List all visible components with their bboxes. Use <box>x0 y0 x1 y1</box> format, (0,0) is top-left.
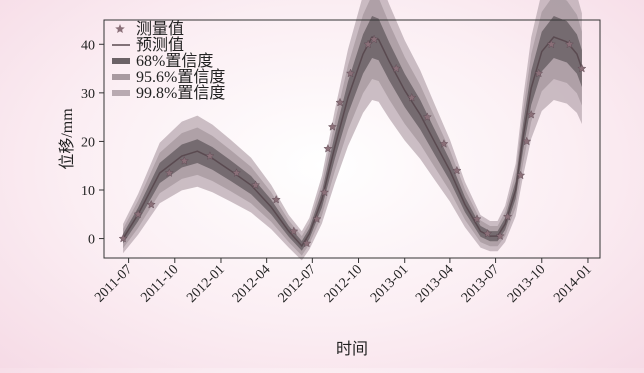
measured-markers <box>118 34 587 248</box>
measured-point <box>495 231 505 240</box>
legend-band-icon <box>112 74 130 80</box>
y-tick-label: 20 <box>81 135 95 150</box>
y-axis-title: 位移/mm <box>58 108 76 170</box>
y-tick-label: 30 <box>81 87 95 102</box>
measured-point <box>312 214 322 223</box>
x-tick-label: 2014-01 <box>551 262 595 306</box>
measured-point <box>335 97 345 107</box>
measured-point <box>327 122 337 131</box>
measured-point <box>164 168 174 177</box>
confidence-bands <box>123 0 582 261</box>
x-tick-label: 2011-10 <box>138 262 181 305</box>
legend-label: 99.8%置信度 <box>136 84 225 102</box>
measured-point <box>179 156 189 165</box>
plot-frame <box>103 19 601 259</box>
measured-point <box>205 151 215 160</box>
legend-label: 95.6%置信度 <box>136 68 225 86</box>
measured-point <box>564 39 574 49</box>
measured-point <box>346 68 355 78</box>
y-tick-label: 40 <box>81 38 95 53</box>
measured-point <box>319 187 329 197</box>
prediction-line <box>122 36 583 248</box>
x-tick-label: 2012-04 <box>230 262 274 306</box>
measured-point <box>323 143 333 153</box>
measured-point <box>118 233 128 243</box>
x-tick-label: 2013-10 <box>505 262 549 306</box>
measured-point <box>289 226 299 236</box>
measured-point <box>391 63 401 73</box>
legend-band-icon <box>112 90 130 96</box>
legend-band-icon <box>112 58 130 64</box>
x-tick-label: 2012-01 <box>184 262 228 306</box>
y-axis-ticks: 0 10 20 30 40 <box>81 38 104 248</box>
measured-point <box>472 214 482 223</box>
measured-point <box>133 209 143 219</box>
y-tick-label: 0 <box>88 233 95 248</box>
measured-point <box>516 170 526 180</box>
measured-point <box>302 238 312 248</box>
x-tick-label: 2013-07 <box>459 262 503 306</box>
x-tick-label: 2013-01 <box>368 262 412 306</box>
measured-point <box>452 165 462 175</box>
x-axis-title: 时间 <box>336 340 368 358</box>
legend-label: 预测值 <box>136 36 184 54</box>
measured-point <box>363 39 373 49</box>
measured-point <box>271 194 281 204</box>
x-tick-label: 2012-10 <box>322 262 366 306</box>
measured-point <box>251 180 261 189</box>
measured-point <box>422 112 432 121</box>
measured-point <box>407 92 417 102</box>
x-axis-ticks: 2011-07 2011-10 2012-01 2012-04 2012-07 2012-… <box>92 258 595 306</box>
measured-point <box>546 39 556 49</box>
measured-point <box>526 109 536 119</box>
x-tick-label: 2013-04 <box>413 262 457 306</box>
measured-point <box>534 68 544 78</box>
band-95-6 <box>123 0 582 256</box>
measured-point <box>232 168 241 177</box>
y-tick-label: 10 <box>81 184 95 199</box>
prediction-layer <box>122 36 583 248</box>
measured-point <box>369 34 379 44</box>
x-tick-label: 2012-07 <box>276 262 320 306</box>
measured-point <box>522 136 532 146</box>
measured-point <box>483 228 492 238</box>
measured-point <box>577 63 587 73</box>
measured-point <box>146 199 156 209</box>
legend-label: 68%置信度 <box>136 52 213 70</box>
measured-point <box>503 211 513 221</box>
legend-star-icon <box>115 24 125 33</box>
legend-label: 测量值 <box>136 20 184 38</box>
x-tick-label: 2011-07 <box>92 262 135 305</box>
measured-point <box>439 139 449 148</box>
